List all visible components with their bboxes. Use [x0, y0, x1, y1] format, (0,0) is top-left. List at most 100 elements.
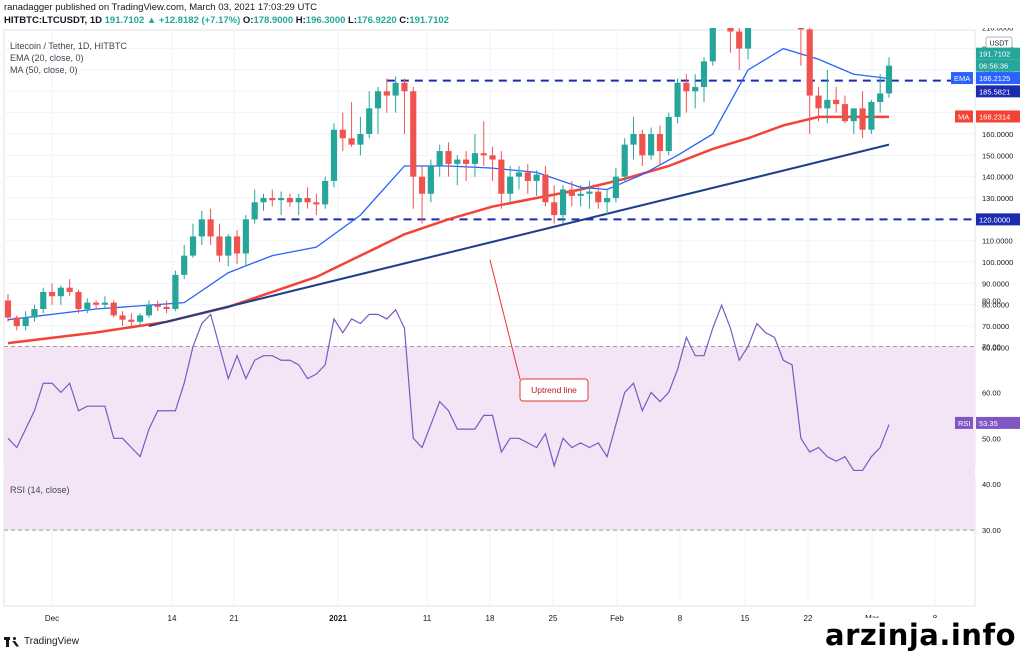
candle-body [471, 153, 479, 164]
candle-body [339, 129, 346, 139]
candle [128, 313, 135, 327]
candle [251, 189, 258, 224]
candle [84, 298, 91, 314]
candle-body [639, 133, 646, 156]
candle [806, 28, 813, 134]
candle [586, 180, 593, 209]
candle [101, 296, 108, 310]
candle-body [665, 116, 672, 152]
candle [330, 123, 338, 188]
tradingview-footer[interactable]: TradingView [4, 636, 79, 647]
candle [427, 159, 434, 203]
rsi-tick-label: 80.00 [982, 297, 1001, 306]
candle [480, 121, 487, 166]
candle-body [154, 304, 161, 307]
price-tick-label: 110.0000 [982, 237, 1013, 246]
candle-body [119, 315, 126, 320]
candle [709, 28, 716, 66]
candle-body [322, 180, 329, 205]
candle-body [401, 82, 408, 92]
candle [216, 223, 223, 263]
rsi-label-tag-bg [955, 416, 973, 429]
candle [410, 87, 417, 209]
price-tick-label: 130.0000 [982, 194, 1013, 203]
chart-title[interactable]: Litecoin / Tether, 1D, HITBTC [10, 41, 127, 51]
candle-body [463, 159, 470, 164]
candle-body [824, 99, 831, 109]
candle-body [797, 28, 804, 30]
candle [31, 304, 38, 322]
ema-legend[interactable]: EMA (20, close, 0) [10, 53, 84, 63]
candle [683, 74, 690, 113]
candle-body [630, 133, 637, 145]
candle-body [198, 219, 205, 237]
candle-body [833, 99, 840, 105]
candle-body [251, 202, 258, 220]
candle [868, 99, 875, 134]
candle [841, 95, 849, 124]
candle [322, 176, 329, 209]
ma-value-tag: 168.2314 [979, 112, 1010, 121]
symbol-name[interactable]: HITBTC:LTCUSDT, 1D [4, 15, 102, 26]
rsi-legend[interactable]: RSI (14, close) [10, 485, 70, 495]
candle-body [806, 29, 813, 96]
rsi-value-tag: 53.35 [979, 419, 998, 428]
date-tick-label: 11 [423, 614, 432, 623]
candle [815, 87, 822, 122]
candle [366, 91, 373, 139]
candle-body [295, 198, 302, 203]
candle-body [383, 91, 390, 96]
candle [225, 234, 232, 267]
candle-body [40, 291, 47, 310]
ma-legend[interactable]: MA (50, close, 0) [10, 65, 78, 75]
date-tick-label: 18 [486, 614, 495, 623]
candle-body [736, 31, 743, 49]
candle [233, 230, 241, 265]
ema-value-tag-bg [976, 72, 1020, 85]
candle-body [366, 108, 373, 134]
candle [656, 125, 664, 166]
candle [489, 146, 496, 181]
currency-label: USDT [989, 41, 1009, 48]
candle-body [410, 91, 417, 177]
candle-body [128, 319, 135, 322]
ma-value-tag-bg [976, 110, 1020, 123]
candle [198, 210, 205, 245]
candle-body [427, 165, 434, 194]
price-tick-label: 210.0000 [982, 28, 1013, 32]
candle-body [445, 151, 452, 164]
low-value: 176.9220 [357, 15, 397, 26]
candle-body [744, 28, 752, 49]
candle-body [66, 287, 73, 292]
price-change: ▲ +12.8182 (+7.17%) [146, 15, 241, 26]
candle-body [595, 191, 602, 203]
rsi-band [4, 346, 975, 531]
last-price-tag-bg [976, 47, 1020, 60]
candle [454, 155, 461, 186]
candle-body [877, 93, 884, 102]
close-label: C: [399, 15, 410, 26]
candle-body [841, 104, 849, 122]
candle-body [603, 198, 611, 203]
candle [692, 74, 699, 109]
price-chart[interactable]: Dec14212021111825Feb81522Mar8250.0000240… [0, 28, 1024, 636]
candle-body [533, 174, 540, 181]
candle-body [313, 202, 320, 205]
candle [145, 300, 153, 318]
date-tick-label: 25 [549, 614, 558, 623]
candle-body [885, 65, 893, 94]
candle [445, 142, 452, 177]
candle-body [507, 176, 514, 194]
candle [621, 138, 628, 181]
candle [515, 165, 523, 190]
date-tick-label: 15 [741, 614, 750, 623]
candle [75, 289, 82, 314]
symbol-header: ranadagger published on TradingView.com,… [0, 0, 1024, 28]
uptrend-line [148, 143, 890, 328]
candle-body [727, 28, 734, 32]
candle-body [242, 219, 249, 254]
candle-body [436, 151, 443, 166]
candle-body [48, 291, 56, 297]
date-tick-label: 21 [230, 614, 239, 623]
candle-body [374, 91, 382, 109]
